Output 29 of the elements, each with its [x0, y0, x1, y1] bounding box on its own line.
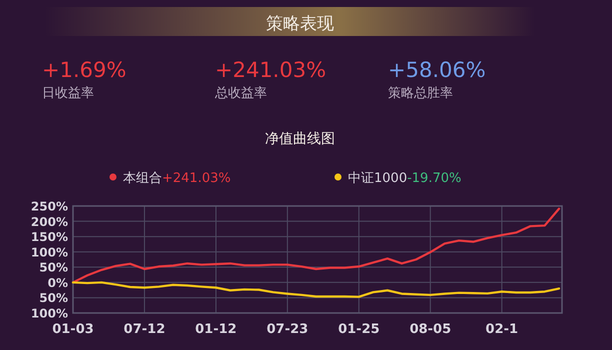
text: +241.03%: [215, 58, 326, 82]
y-tick-label: 50%: [39, 291, 68, 306]
x-tick-label: 01-03: [52, 322, 94, 337]
y-tick-label: 100%: [30, 245, 68, 260]
y-tick-label: 150%: [30, 230, 68, 244]
y-tick-label: 0%: [48, 276, 68, 290]
legend-label: 本组合: [123, 171, 162, 186]
text: 日收益率: [42, 85, 94, 101]
text: 策略表现: [266, 14, 334, 34]
x-tick-label: 01-12: [195, 322, 237, 337]
text: -19.70%: [407, 171, 462, 186]
text: +1.69%: [42, 58, 126, 82]
line-series: [72, 208, 560, 284]
x-tick-label: 02-1: [486, 322, 518, 337]
x-tick-label: 01-25: [338, 322, 380, 337]
y-tick-label: 50%: [39, 260, 68, 275]
text: 总收益率: [214, 85, 267, 101]
legend-label: 中证1000: [348, 171, 408, 186]
text: +241.03%: [162, 171, 231, 186]
x-tick-label: 07-12: [124, 322, 166, 337]
x-tick-label: 07-23: [266, 322, 308, 337]
text: +58.06%: [388, 58, 486, 82]
text: 策略总胜率: [388, 85, 453, 101]
y-tick-label: 100%: [30, 306, 68, 320]
line-series: [72, 281, 560, 298]
y-tick-label: 200%: [30, 214, 68, 229]
chart-title: 净值曲线图: [265, 131, 335, 147]
y-tick-label: 250%: [30, 200, 68, 214]
x-tick-label: 08-05: [410, 322, 452, 337]
